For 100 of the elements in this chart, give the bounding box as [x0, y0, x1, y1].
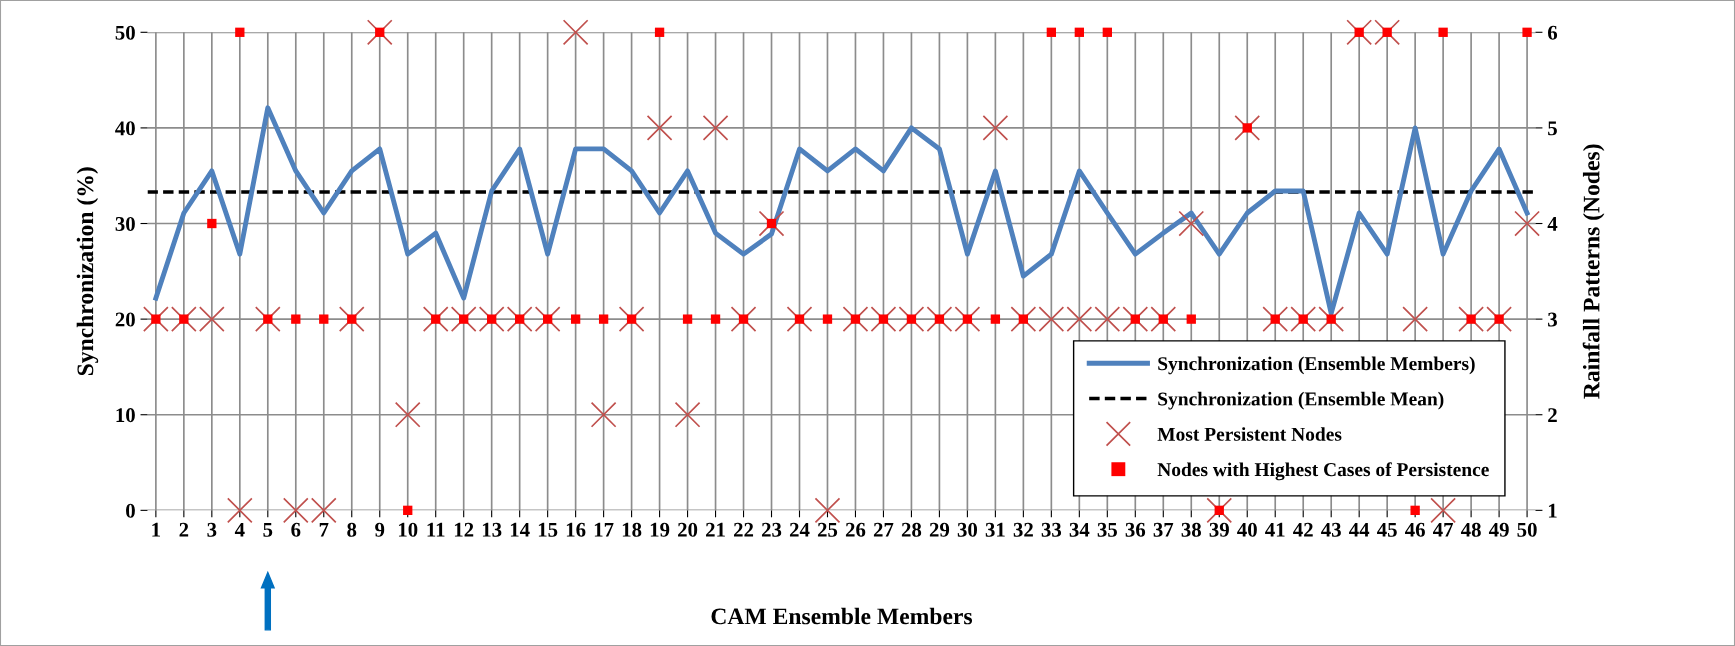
point	[926, 306, 953, 332]
point	[934, 314, 945, 324]
point	[1038, 306, 1065, 332]
point	[1298, 314, 1308, 324]
point	[1130, 314, 1140, 324]
point	[1158, 314, 1168, 324]
point	[702, 115, 729, 141]
point	[598, 314, 609, 324]
point	[1066, 306, 1093, 332]
point	[170, 306, 197, 332]
y2-tick-label: 6	[1547, 25, 1558, 40]
point	[1102, 27, 1112, 37]
point	[562, 19, 589, 46]
x-tick-label: 20	[678, 522, 698, 537]
point	[1374, 19, 1401, 46]
point	[291, 314, 301, 324]
y2-axis-title: Rainfall Patterns (Nodes)	[1582, 144, 1605, 399]
x-tick-label: 18	[622, 522, 642, 537]
point	[207, 218, 217, 229]
point	[786, 306, 813, 332]
x-tick-label: 40	[1237, 522, 1257, 537]
x-tick-label: 9	[375, 522, 385, 537]
point	[570, 314, 581, 324]
point	[235, 27, 245, 37]
point	[962, 314, 973, 324]
x-tick-label: 34	[1069, 522, 1090, 537]
legend-label: Synchronization (Ensemble Members)	[1158, 356, 1475, 375]
point	[842, 306, 869, 332]
x-tick-label: 39	[1209, 522, 1229, 537]
x-tick-label: 32	[1013, 522, 1033, 537]
y-tick-label: 10	[116, 408, 135, 423]
x-tick-label: 45	[1377, 522, 1397, 537]
point	[1178, 210, 1205, 237]
y2-tick-label: 1	[1548, 503, 1557, 518]
point	[1514, 210, 1540, 237]
point	[1186, 314, 1196, 324]
y2-tick-label: 5	[1548, 121, 1557, 136]
x-tick-label: 22	[733, 522, 754, 537]
point	[1290, 306, 1317, 332]
point	[1122, 306, 1149, 332]
x-tick-label: 49	[1488, 522, 1509, 537]
y-tick-label: 40	[115, 121, 135, 136]
x-tick-label: 27	[873, 522, 894, 537]
x-tick-label: 28	[901, 522, 922, 537]
x-tick-label: 6	[291, 522, 301, 537]
x-tick-label: 41	[1265, 522, 1285, 537]
point	[1486, 306, 1512, 332]
x-tick-label: 15	[538, 522, 558, 537]
point	[814, 497, 841, 524]
x-tick-label: 30	[957, 522, 978, 537]
point	[1466, 314, 1476, 324]
point	[758, 210, 785, 237]
x-tick-label: 37	[1153, 522, 1174, 537]
point	[1382, 27, 1392, 37]
point	[1522, 27, 1532, 37]
point	[1438, 27, 1448, 37]
point	[1234, 115, 1261, 141]
x-tick-label: 46	[1405, 522, 1425, 537]
point	[1326, 314, 1336, 324]
point	[738, 314, 749, 324]
point	[338, 306, 365, 332]
x-axis-title: CAM Ensemble Members	[711, 607, 973, 625]
x-tick-label: 11	[427, 522, 445, 537]
x-tick-label: 8	[347, 522, 357, 537]
point	[263, 314, 273, 324]
point	[422, 306, 449, 332]
point	[878, 314, 889, 324]
point	[990, 314, 1001, 324]
x-tick-label: 42	[1293, 522, 1313, 537]
x-tick-label: 10	[398, 522, 418, 537]
x-tick-label: 25	[817, 522, 838, 537]
point	[646, 115, 673, 141]
point	[478, 306, 505, 332]
point	[1262, 306, 1289, 332]
point	[151, 314, 161, 324]
point	[366, 19, 393, 46]
point	[1074, 27, 1084, 37]
point	[1354, 27, 1364, 37]
point	[982, 115, 1009, 141]
point	[1094, 306, 1121, 332]
x-tick-label: 2	[179, 522, 189, 537]
point	[906, 314, 917, 324]
y2-tick-label: 3	[1548, 312, 1557, 327]
x-tick-label: 48	[1460, 522, 1481, 537]
point	[1214, 505, 1224, 515]
point	[682, 314, 693, 324]
point	[1010, 306, 1037, 332]
point	[282, 497, 309, 524]
x-tick-label: 29	[929, 522, 950, 537]
x-tick-label: 50	[1517, 522, 1537, 537]
point	[542, 314, 553, 324]
x-tick-label: 38	[1181, 522, 1201, 537]
point	[618, 306, 645, 332]
x-tick-label: 43	[1321, 522, 1341, 537]
point	[674, 401, 701, 428]
point	[1318, 306, 1345, 332]
point	[1430, 497, 1456, 524]
point	[1046, 27, 1057, 37]
point	[226, 497, 253, 524]
point	[870, 306, 897, 332]
